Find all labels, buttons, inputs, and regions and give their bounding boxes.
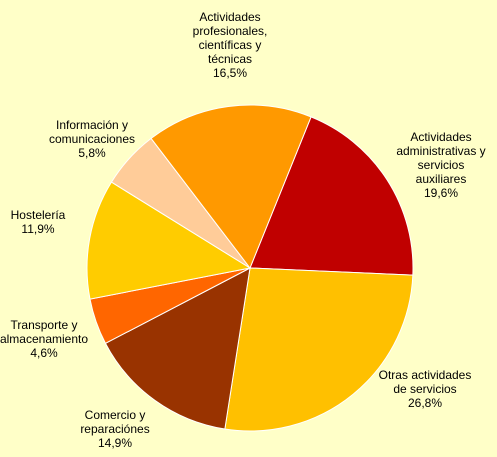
value-label: 4,6% — [30, 346, 58, 360]
category-name: Información y comunicaciones — [48, 118, 136, 146]
value-label: 5,8% — [78, 146, 106, 160]
slice-label: Otras actividades de servicios 26,8% — [350, 368, 497, 410]
category-name: Actividades administrativas y servicios … — [396, 130, 486, 186]
category-name: Actividades profesionales, científicas y… — [192, 10, 268, 66]
value-label: 26,8% — [407, 396, 443, 410]
slice-label: Hostelería 11,9% — [0, 208, 113, 236]
slice-label: Información y comunicaciones 5,8% — [17, 118, 167, 160]
pie-slice — [104, 267, 251, 430]
value-label: 14,9% — [97, 436, 133, 450]
value-label: 11,9% — [21, 222, 55, 236]
pie-slice — [86, 181, 252, 300]
pie-slice — [224, 267, 414, 432]
category-name: Comercio y reparaciónes — [80, 408, 150, 436]
slice-label: Actividades profesionales, científicas y… — [155, 10, 305, 80]
category-name: Transporte y almacenamiento — [0, 318, 89, 346]
value-label: 19,6% — [423, 186, 459, 200]
pie-slice — [249, 116, 414, 276]
category-name: Hostelería — [10, 208, 66, 222]
slice-label: Comercio y reparaciónes 14,9% — [40, 408, 190, 450]
value-label: 16,5% — [212, 66, 248, 80]
slice-label: Transporte y almacenamiento 4,6% — [0, 318, 119, 360]
slice-label: Actividades administrativas y servicios … — [366, 130, 497, 200]
pie-slice — [150, 104, 312, 270]
category-name: Otras actividades de servicios — [378, 368, 472, 396]
